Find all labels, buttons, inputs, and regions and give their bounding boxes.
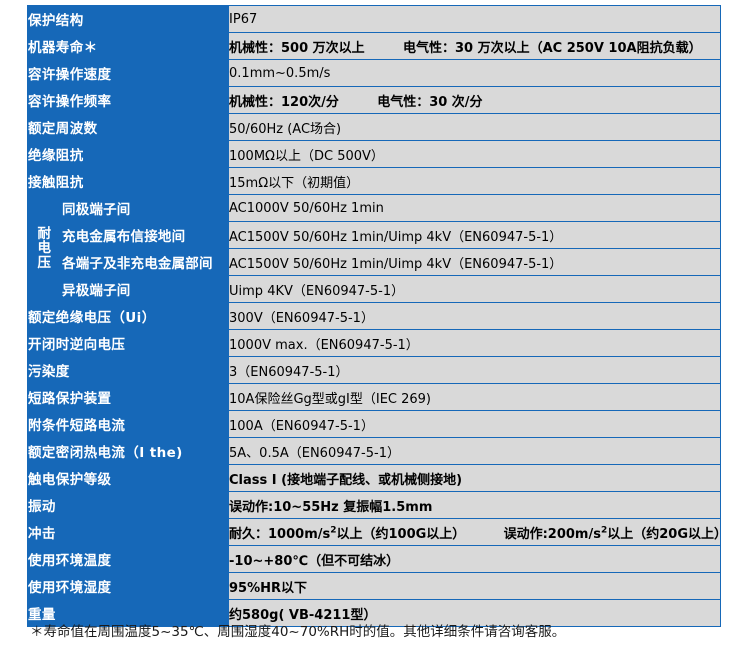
- row-label: 绝缘阻抗: [26, 140, 230, 168]
- sub-row-label: 同极端子间: [60, 194, 230, 222]
- row-label: 保护结构: [26, 5, 230, 33]
- table-row: 充电金属布信接地间 AC1500V 50/60Hz 1min/Uimp 4kV（…: [28, 221, 722, 249]
- row-value: 50/60Hz (AC场合): [228, 113, 722, 141]
- value-text: 约580g( VB-4211型）: [229, 607, 377, 623]
- sub-row-value: AC1500V 50/60Hz 1min/Uimp 4kV（EN60947-5-…: [228, 221, 722, 249]
- row-value: 误动作:10~55Hz 复振幅1.5mm: [228, 491, 722, 519]
- vertical-label-char: 压: [37, 254, 52, 271]
- row-label: 容许操作速度: [26, 59, 230, 87]
- row-label: 使用环境温度: [26, 545, 230, 573]
- value-part-mechanical: 机械性：500 万次以上: [229, 40, 365, 56]
- row-value: 300V（EN60947-5-1）: [228, 302, 722, 330]
- specification-table: 保护结构 IP67 机器寿命＊ 机械性：500 万次以上 电气性：30 万次以上…: [26, 5, 727, 627]
- value-text: Class I (接地端子配线、或机械侧接地): [229, 472, 463, 488]
- sub-row-label: 各端子及非充电金属部间: [60, 248, 230, 276]
- table-row: 附条件短路电流 100A（EN60947-5-1）: [26, 410, 722, 438]
- row-label: 短路保护装置: [26, 383, 230, 411]
- sub-row-value: AC1500V 50/60Hz 1min/Uimp 4kV（EN60947-5-…: [228, 248, 722, 276]
- row-value: 95%HR以下: [228, 572, 722, 600]
- row-value: 机械性：120次/分 电气性：30 次/分: [228, 86, 722, 114]
- row-label: 额定绝缘电压（Ui）: [26, 302, 230, 330]
- row-value: 机械性：500 万次以上 电气性：30 万次以上（AC 250V 10A阻抗负载…: [228, 32, 722, 60]
- table-row: 容许操作速度 0.1mm~0.5m/s: [26, 59, 722, 87]
- row-value: 约580g( VB-4211型）: [228, 599, 722, 627]
- row-label: 冲击: [26, 518, 230, 546]
- row-label: 触电保护等级: [26, 464, 230, 492]
- value-part-electrical: 电气性：30 万次以上（AC 250V 10A阻抗负载）: [402, 40, 702, 56]
- row-label: 机器寿命＊: [26, 32, 230, 60]
- row-value: 0.1mm~0.5m/s: [228, 59, 722, 87]
- row-value: IP67: [228, 5, 722, 33]
- row-value: 3（EN60947-5-1）: [228, 356, 722, 384]
- table-row: 污染度 3（EN60947-5-1）: [26, 356, 722, 384]
- row-value: 1000V max.（EN60947-5-1）: [228, 329, 722, 357]
- endurance-exponent: 2: [330, 525, 337, 536]
- row-value: 100MΩ以上（DC 500V）: [228, 140, 722, 168]
- row-label: 开闭时逆向电压: [26, 329, 230, 357]
- table-row: 冲击 耐久：1000m/s2以上（约100G以上） 误动作:200m/s2以上（…: [26, 518, 727, 546]
- table-row: 各端子及非充电金属部间 AC1500V 50/60Hz 1min/Uimp 4k…: [28, 248, 722, 276]
- group-label-withstand-voltage: 耐 电 压: [27, 194, 62, 303]
- table-row: 使用环境温度 -10~+80℃（但不可结冰）: [26, 545, 722, 573]
- table-row: 开闭时逆向电压 1000V max.（EN60947-5-1）: [26, 329, 722, 357]
- sub-row-value: AC1000V 50/60Hz 1min: [228, 194, 722, 222]
- malfunction-post: 以上（约20G以上）: [607, 526, 727, 542]
- value-text: 95%HR以下: [229, 580, 308, 596]
- endurance-post: 以上（约100G以上）: [336, 526, 466, 542]
- table-row: 额定密闭热电流（I the) 5A、0.5A（EN60947-5-1）: [26, 437, 722, 465]
- malfunction-exponent: 2: [600, 525, 608, 536]
- row-label: 重量: [26, 599, 230, 627]
- table-row: 容许操作频率 机械性：120次/分 电气性：30 次/分: [26, 86, 722, 114]
- vertical-label-stack: 耐 电 压: [28, 227, 61, 270]
- value-text: -10~+80℃（但不可结冰）: [229, 553, 400, 569]
- table-row: 触电保护等级 Class I (接地端子配线、或机械侧接地): [26, 464, 722, 492]
- table-row: 接触阻抗 15mΩ以下（初期值）: [26, 167, 722, 195]
- row-label: 振动: [26, 491, 230, 519]
- row-value: 100A（EN60947-5-1）: [228, 410, 722, 438]
- row-value: 耐久：1000m/s2以上（约100G以上） 误动作:200m/s2以上（约20…: [228, 518, 727, 546]
- table-row: 额定周波数 50/60Hz (AC场合): [26, 113, 722, 141]
- table-row: 使用环境湿度 95%HR以下: [26, 572, 722, 600]
- table-row: 短路保护装置 10A保险丝Gg型或gI型（IEC 269): [26, 383, 722, 411]
- vertical-label-char: 耐: [37, 226, 52, 243]
- row-value: -10~+80℃（但不可结冰）: [228, 545, 722, 573]
- table-row: 绝缘阻抗 100MΩ以上（DC 500V）: [26, 140, 722, 168]
- table-row: 异极端子间 Uimp 4KV（EN60947-5-1）: [28, 275, 722, 303]
- value-part-malfunction: 误动作:200m/s2以上（约20G以上）: [503, 525, 727, 542]
- value-part-mechanical: 机械性：120次/分: [229, 94, 339, 110]
- sub-row-label: 异极端子间: [60, 275, 230, 303]
- row-label: 额定密闭热电流（I the): [26, 437, 230, 465]
- table-row: 耐 电 压 同极端子间 AC1000V 50/60Hz 1min: [27, 194, 722, 303]
- row-label: 接触阻抗: [26, 167, 230, 195]
- value-part-endurance: 耐久：1000m/s2以上（约100G以上）: [229, 525, 466, 542]
- table-body: 保护结构 IP67 机器寿命＊ 机械性：500 万次以上 电气性：30 万次以上…: [26, 5, 727, 627]
- row-label: 容许操作频率: [26, 86, 230, 114]
- row-label: 附条件短路电流: [26, 410, 230, 438]
- endurance-pre: 耐久：1000m/s: [229, 526, 331, 542]
- malfunction-pre: 误动作:200m/s: [503, 526, 601, 542]
- table-row: 机器寿命＊ 机械性：500 万次以上 电气性：30 万次以上（AC 250V 1…: [26, 32, 722, 60]
- row-label: 污染度: [26, 356, 230, 384]
- table-row: 振动 误动作:10~55Hz 复振幅1.5mm: [26, 491, 722, 519]
- row-value: 15mΩ以下（初期值）: [228, 167, 722, 195]
- row-label: 使用环境湿度: [26, 572, 230, 600]
- vertical-label-char: 电: [37, 240, 52, 257]
- row-value: 10A保险丝Gg型或gI型（IEC 269): [228, 383, 722, 411]
- table-row: 额定绝缘电压（Ui） 300V（EN60947-5-1）: [26, 302, 722, 330]
- table-row: 保护结构 IP67: [26, 5, 722, 33]
- sub-row-label: 充电金属布信接地间: [60, 221, 230, 249]
- footnote: ＊寿命值在周围温度5~35℃、周围湿度40~70%RH时的值。其他详细条件请咨询…: [30, 624, 566, 640]
- row-value: 5A、0.5A（EN60947-5-1）: [228, 437, 722, 465]
- row-label: 额定周波数: [26, 113, 230, 141]
- value-text: 误动作:10~55Hz 复振幅1.5mm: [229, 499, 433, 515]
- value-part-electrical: 电气性：30 次/分: [377, 94, 483, 110]
- table-row: 重量 约580g( VB-4211型）: [26, 599, 722, 627]
- row-value: Class I (接地端子配线、或机械侧接地): [228, 464, 722, 492]
- sub-row-value: Uimp 4KV（EN60947-5-1）: [228, 275, 722, 303]
